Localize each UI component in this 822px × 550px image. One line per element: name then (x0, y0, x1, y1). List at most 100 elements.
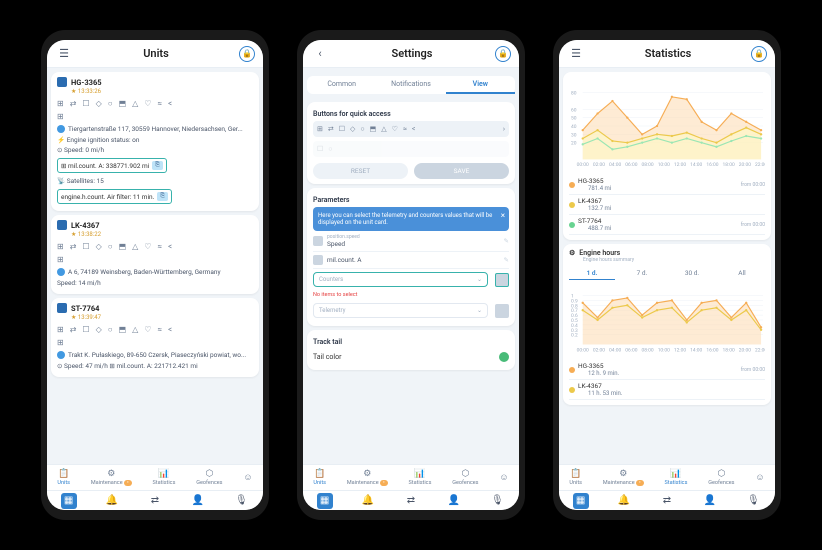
tab-maintenance[interactable]: ⚙Maintenance • (91, 469, 132, 486)
nav-route-icon[interactable]: ⇄ (403, 493, 419, 509)
toolbar-icon[interactable]: ☐ (82, 99, 89, 108)
toolbar-icon[interactable]: ⇄ (70, 99, 77, 108)
tab-geofences[interactable]: ⬡Geofences (196, 469, 222, 486)
range-All[interactable]: All (719, 267, 765, 280)
toolbar-icon[interactable]: ≈ (157, 99, 162, 108)
range-7 d.[interactable]: 7 d. (619, 267, 665, 280)
back-icon[interactable]: ‹ (311, 45, 329, 63)
tab-maintenance[interactable]: ⚙Maintenance • (347, 469, 388, 486)
tab-geofences[interactable]: ⬡Geofences (452, 469, 478, 486)
nav-route-icon[interactable]: ⇄ (659, 493, 675, 509)
add-counter-button[interactable] (495, 273, 509, 287)
seg-view[interactable]: View (446, 76, 515, 94)
menu-icon[interactable]: ☰ (567, 45, 585, 63)
tab-units[interactable]: 📋Units (57, 469, 70, 486)
toolbar-icon[interactable]: ◇ (96, 325, 102, 334)
unit-card[interactable]: HG-3365 ★ 13:33:26 ⊞⇄☐◇○⬒△♡≈<⊞ Tiergarte… (51, 72, 259, 211)
unit-card[interactable]: LK-4367 ★ 13:38:22 ⊞⇄☐◇○⬒△♡≈<⊞ A 6, 7418… (51, 215, 259, 294)
nav-map-icon[interactable]: ▦ (573, 493, 589, 509)
toolbar-icon[interactable]: ♡ (144, 325, 151, 334)
quick-icon[interactable]: ☐ (339, 125, 345, 133)
seg-notifications[interactable]: Notifications (376, 76, 445, 94)
quick-icon[interactable]: ⊞ (317, 125, 323, 133)
more-icon[interactable]: › (503, 125, 505, 133)
toolbar-icon[interactable]: ≈ (157, 242, 162, 251)
close-icon[interactable]: × (501, 211, 505, 220)
nav-user-icon[interactable]: 👤 (702, 493, 718, 509)
save-button[interactable]: SAVE (414, 163, 509, 179)
toolbar-icon[interactable]: < (168, 99, 172, 108)
reset-button[interactable]: RESET (313, 163, 408, 179)
toolbar-icon[interactable]: < (168, 325, 172, 334)
edit-icon[interactable]: ✎ (504, 237, 509, 245)
counters-select[interactable]: Counters⌄ (313, 272, 488, 287)
toolbar-icon[interactable]: ⬒ (119, 242, 127, 251)
lock-icon[interactable]: 🔒 (239, 46, 255, 62)
nav-bell-icon[interactable]: 🔔 (616, 493, 632, 509)
tab-more[interactable]: ☺ (755, 472, 764, 483)
add-telemetry-button[interactable] (495, 304, 509, 318)
param-row[interactable]: mil.count. A✎ (313, 252, 509, 269)
toolbar-icon[interactable]: ≈ (157, 325, 162, 334)
toolbar-icon[interactable]: ○ (108, 99, 113, 108)
tab-statistics[interactable]: 📊Statistics (665, 469, 688, 486)
tab-units[interactable]: 📋Units (313, 469, 326, 486)
nav-mic-icon[interactable]: 🎙 (489, 493, 505, 509)
nav-mic-icon[interactable]: 🎙 (745, 493, 761, 509)
toolbar-icon[interactable]: ⊞ (57, 325, 64, 334)
quick-icon[interactable]: ⇄ (328, 125, 334, 133)
expand-icon[interactable]: ⊞ (57, 338, 64, 347)
toolbar-icon[interactable]: ♡ (144, 99, 151, 108)
nav-route-icon[interactable]: ⇄ (147, 493, 163, 509)
quick-icon[interactable]: ○ (360, 125, 364, 133)
edit-icon[interactable]: ✎ (504, 256, 509, 264)
quick-icon[interactable]: △ (381, 125, 386, 133)
toolbar-icon[interactable]: ○ (108, 325, 113, 334)
toolbar-icon[interactable]: ⊞ (57, 99, 64, 108)
expand-icon[interactable]: ⊞ (57, 255, 64, 264)
tab-geofences[interactable]: ⬡Geofences (708, 469, 734, 486)
lock-icon[interactable]: 🔒 (495, 46, 511, 62)
nav-bell-icon[interactable]: 🔔 (104, 493, 120, 509)
nav-mic-icon[interactable]: 🎙 (233, 493, 249, 509)
quick-icon[interactable]: < (412, 125, 416, 133)
nav-map-icon[interactable]: ▦ (61, 493, 77, 509)
tail-color-swatch[interactable] (499, 352, 509, 362)
toolbar-icon[interactable]: ⇄ (70, 242, 77, 251)
quick-icon[interactable]: ⬒ (370, 125, 377, 133)
tab-units[interactable]: 📋Units (569, 469, 582, 486)
quick-icon[interactable]: ♡ (392, 125, 398, 133)
toolbar-icon[interactable]: ☐ (82, 242, 89, 251)
tab-statistics[interactable]: 📊Statistics (153, 469, 176, 486)
toolbar-icon[interactable]: △ (132, 242, 138, 251)
seg-common[interactable]: Common (307, 76, 376, 94)
toolbar-icon[interactable]: ⇄ (70, 325, 77, 334)
menu-icon[interactable]: ☰ (55, 45, 73, 63)
expand-icon[interactable]: ⊞ (57, 112, 64, 121)
tab-more[interactable]: ☺ (243, 472, 252, 483)
icon-picker[interactable]: ⊞ ⇄ ☐ ◇ ○ ⬒ △ ♡ ≈ < › (313, 121, 509, 137)
nav-user-icon[interactable]: 👤 (190, 493, 206, 509)
toolbar-icon[interactable]: ⊞ (57, 242, 64, 251)
range-1 d.[interactable]: 1 d. (569, 267, 615, 280)
toolbar-icon[interactable]: ◇ (96, 242, 102, 251)
toolbar-icon[interactable]: △ (132, 325, 138, 334)
toolbar-icon[interactable]: △ (132, 99, 138, 108)
quick-icon[interactable]: ◇ (350, 125, 355, 133)
toolbar-icon[interactable]: ○ (108, 242, 113, 251)
toolbar-icon[interactable]: ◇ (96, 99, 102, 108)
quick-icon[interactable]: ≈ (403, 125, 407, 133)
telemetry-select[interactable]: Telemetry⌄ (313, 303, 488, 318)
unit-card[interactable]: ST-7764 ★ 13:39:47 ⊞⇄☐◇○⬒△♡≈<⊞ Trakt K. … (51, 298, 259, 377)
lock-icon[interactable]: 🔒 (751, 46, 767, 62)
nav-user-icon[interactable]: 👤 (446, 493, 462, 509)
toolbar-icon[interactable]: ☐ (82, 325, 89, 334)
nav-map-icon[interactable]: ▦ (317, 493, 333, 509)
tab-more[interactable]: ☺ (499, 472, 508, 483)
toolbar-icon[interactable]: ⬒ (119, 325, 127, 334)
toolbar-icon[interactable]: < (168, 242, 172, 251)
range-30 d.[interactable]: 30 d. (669, 267, 715, 280)
tab-maintenance[interactable]: ⚙Maintenance • (603, 469, 644, 486)
nav-bell-icon[interactable]: 🔔 (360, 493, 376, 509)
param-row[interactable]: position.speedSpeed✎ (313, 231, 509, 252)
